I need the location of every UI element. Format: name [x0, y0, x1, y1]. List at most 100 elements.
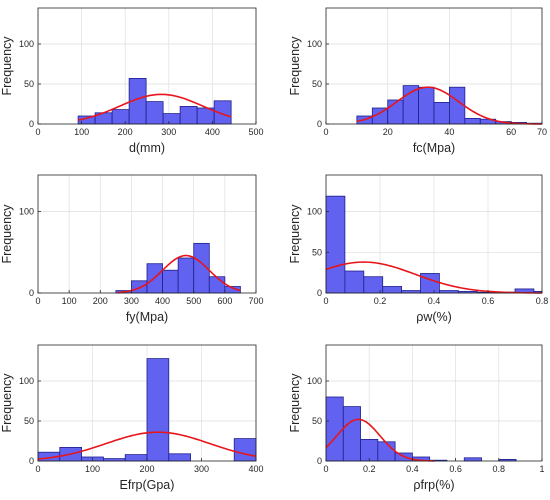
x-tick-label: 700 — [248, 296, 263, 306]
x-tick-label: 300 — [124, 296, 139, 306]
histogram-panel-4: 0 0.2 0.4 0.6 0.8 0 50 100 ρw(%) Frequency — [288, 174, 549, 324]
y-tick-label: 0 — [29, 456, 34, 466]
histogram-bar — [402, 85, 419, 125]
normal-fit-curve — [325, 261, 543, 294]
x-axis-label: fc(Mpa) — [413, 141, 455, 155]
histogram-panel-6: 0 0.2 0.4 0.6 0.8 1 0 50 100 ρfrp(%) Frequency — [288, 344, 545, 492]
x-axis-label: fy(Mpa) — [126, 310, 168, 324]
x-tick-label: 0.4 — [406, 464, 419, 474]
histogram-bar — [111, 109, 130, 125]
y-tick-label: 100 — [19, 207, 34, 217]
histogram-bar — [131, 280, 148, 294]
y-tick-label: 100 — [307, 376, 322, 386]
x-tick-label: 70 — [537, 127, 547, 137]
x-tick-label: 400 — [155, 296, 170, 306]
axes-box — [325, 7, 543, 125]
y-axis-label: Frequency — [0, 373, 14, 433]
axes-box — [37, 174, 257, 294]
x-tick-label: 100 — [85, 464, 100, 474]
histogram-bar — [325, 195, 346, 294]
y-tick-label: 0 — [317, 288, 322, 298]
y-axis-label: Frequency — [288, 36, 302, 96]
x-tick-label: 200 — [118, 127, 133, 137]
y-axis-label: Frequency — [0, 36, 14, 96]
y-tick-label: 50 — [312, 79, 322, 89]
x-axis-label: Efrp(Gpa) — [120, 478, 175, 492]
histogram-bar — [433, 102, 450, 125]
x-tick-label: 1 — [539, 464, 544, 474]
histogram-bar — [325, 396, 344, 462]
histogram-bar — [233, 438, 257, 462]
histogram-bar — [344, 270, 365, 294]
axes-box — [325, 344, 543, 462]
histogram-bar — [124, 454, 148, 462]
x-tick-label: 0 — [35, 296, 40, 306]
y-tick-label: 100 — [19, 39, 34, 49]
histogram-bar — [382, 286, 403, 294]
histogram-bar — [177, 257, 195, 294]
y-tick-label: 100 — [307, 39, 322, 49]
x-tick-label: 400 — [205, 127, 220, 137]
histogram-bar — [342, 406, 361, 462]
x-tick-label: 500 — [248, 127, 263, 137]
histogram-bar — [360, 438, 379, 462]
x-tick-label: 20 — [383, 127, 393, 137]
x-tick-label: 500 — [186, 296, 201, 306]
histogram-bar — [179, 106, 198, 125]
x-tick-label: 0.6 — [482, 296, 495, 306]
x-tick-label: 0 — [35, 127, 40, 137]
histogram-bar — [145, 101, 164, 125]
y-tick-label: 100 — [307, 207, 322, 217]
x-tick-label: 200 — [93, 296, 108, 306]
y-tick-label: 50 — [24, 416, 34, 426]
histogram-bar — [464, 118, 481, 125]
x-tick-label: 0.2 — [363, 464, 376, 474]
y-axis-label: Frequency — [288, 204, 302, 264]
x-tick-label: 0 — [35, 464, 40, 474]
histogram-bar — [162, 113, 181, 125]
x-tick-label: 100 — [74, 127, 89, 137]
histogram-bar — [377, 441, 396, 462]
normal-fit-curve — [37, 431, 257, 460]
y-tick-label: 0 — [317, 119, 322, 129]
x-tick-label: 300 — [194, 464, 209, 474]
x-tick-label: 0 — [323, 296, 328, 306]
x-tick-label: 100 — [62, 296, 77, 306]
x-tick-label: 200 — [139, 464, 154, 474]
y-tick-label: 0 — [317, 456, 322, 466]
y-tick-label: 50 — [24, 79, 34, 89]
normal-fit-curve — [77, 93, 232, 121]
x-tick-label: 600 — [217, 296, 232, 306]
normal-fit-curve — [117, 254, 241, 294]
x-tick-label: 0 — [323, 464, 328, 474]
x-tick-label: 300 — [161, 127, 176, 137]
x-tick-label: 0 — [323, 127, 328, 137]
histogram-bar — [162, 269, 179, 294]
x-tick-label: 0.2 — [374, 296, 387, 306]
normal-fit-curve — [325, 418, 435, 462]
y-tick-label: 0 — [29, 288, 34, 298]
y-tick-label: 0 — [29, 119, 34, 129]
x-axis-label: ρfrp(%) — [413, 478, 454, 492]
histogram-bar — [208, 276, 226, 294]
y-axis-label: Frequency — [288, 373, 302, 433]
y-tick-label: 50 — [312, 416, 322, 426]
x-tick-label: 0.8 — [493, 464, 506, 474]
axes-box — [37, 7, 257, 125]
x-axis-label: d(mm) — [129, 141, 165, 155]
histogram-bar — [168, 453, 192, 462]
histogram-bar — [463, 457, 482, 462]
x-tick-label: 400 — [248, 464, 263, 474]
histogram-panel-2: 0 20 40 60 70 0 50 100 fc(Mpa) Frequency — [288, 7, 547, 155]
x-axis-label: ρw(%) — [416, 310, 452, 324]
y-tick-label: 50 — [312, 247, 322, 257]
histogram-bar — [418, 86, 435, 125]
histogram-bar — [449, 86, 466, 125]
y-axis-label: Frequency — [0, 204, 14, 264]
x-tick-label: 0.8 — [536, 296, 549, 306]
x-tick-label: 0.6 — [449, 464, 462, 474]
x-tick-label: 60 — [506, 127, 516, 137]
x-tick-label: 0.4 — [428, 296, 441, 306]
y-tick-label: 100 — [19, 376, 34, 386]
